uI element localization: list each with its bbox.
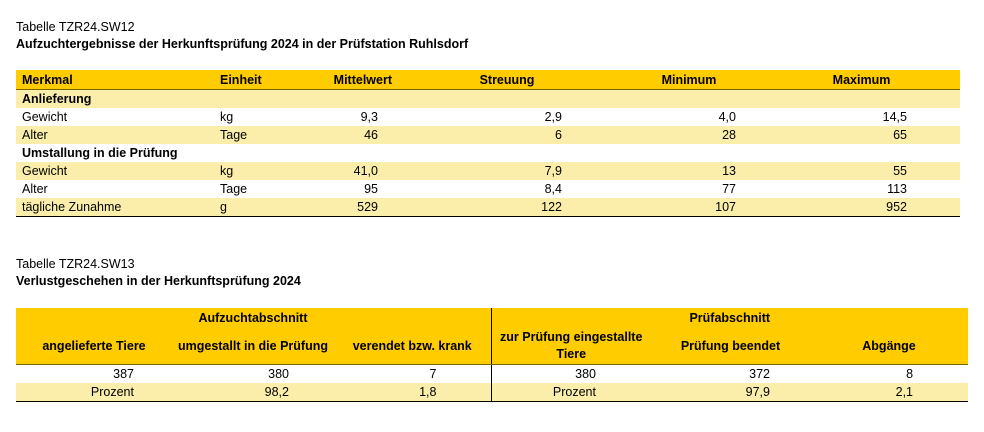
cell-eingestallt: Prozent <box>491 383 651 402</box>
cell-maximum: 14,5 <box>882 110 907 124</box>
cell-streuung: 8,4 <box>544 182 562 196</box>
cell-mittelwert: 41,0 <box>314 162 392 180</box>
cell-merkmal: Gewicht <box>16 162 214 180</box>
cell-minimum: 13 <box>562 162 736 180</box>
cell-verendet: 7 <box>334 364 492 383</box>
table1-section-row: Anlieferung <box>16 89 960 108</box>
col-verendet: verendet bzw. krank <box>334 328 492 365</box>
table-aufzuchtergebnisse: Merkmal Einheit Mittelwert Streuung Mini… <box>16 70 960 217</box>
table-row: Prozent 98,2 1,8 Prozent 97,9 2,1 <box>16 383 969 402</box>
cell-minimum: 28 <box>562 126 736 144</box>
col-streuung: Streuung <box>392 70 562 90</box>
cell-mittelwert: 46 <box>314 126 392 144</box>
cell-abgaenge: 8 <box>906 367 914 381</box>
cell-einheit: Tage <box>220 182 248 196</box>
cell-streuung: 122 <box>392 198 562 217</box>
cell-einheit: Tage <box>214 126 314 144</box>
cell-merkmal: tägliche Zunahme <box>16 198 214 217</box>
col-minimum: Minimum <box>562 70 736 90</box>
cell-minimum: 4,0 <box>718 110 736 124</box>
table2-title: Verlustgeschehen in der Herkunftsprüfung… <box>16 274 301 288</box>
cell-einheit: g <box>214 198 314 217</box>
table-row: 387 380 7 380 372 8 <box>16 364 968 383</box>
section-title: Umstallung in die Prüfung <box>22 146 178 160</box>
cell-mittelwert: 9,3 <box>360 110 378 124</box>
cell-maximum: 65 <box>736 126 907 144</box>
cell-mittelwert: 95 <box>364 182 378 196</box>
cell-minimum: 77 <box>722 182 736 196</box>
table1-title: Aufzuchtergebnisse der Herkunftsprüfung … <box>16 37 469 51</box>
col-angelieferte: angelieferte Tiere <box>16 328 172 365</box>
table1-caption: Tabelle TZR24.SW12 Aufzuchtergebnisse de… <box>16 19 468 53</box>
col-merkmal: Merkmal <box>16 70 214 90</box>
col-beendet: Prüfung beendet <box>651 328 810 365</box>
cell-angelieferte: 387 <box>113 367 134 381</box>
table1-section-row: Umstallung in die Prüfung <box>16 144 960 162</box>
cell-angelieferte: Prozent <box>16 383 172 402</box>
table-row: tägliche Zunahme g 529 122 107 952 <box>16 198 960 217</box>
table-row: Alter Tage 95 8,4 77 113 <box>16 180 960 198</box>
col-abgaenge: Abgänge <box>810 328 969 365</box>
cell-abgaenge: 2,1 <box>810 383 969 402</box>
cell-streuung: 2,9 <box>544 110 562 124</box>
cell-minimum: 107 <box>562 198 736 217</box>
cell-maximum: 113 <box>887 182 907 196</box>
col-mittelwert: Mittelwert <box>314 70 392 90</box>
group-aufzuchtabschnitt: Aufzuchtabschnitt <box>172 308 334 328</box>
table2-caption: Tabelle TZR24.SW13 Verlustgeschehen in d… <box>16 256 301 290</box>
cell-umgestallt: 380 <box>268 367 289 381</box>
table-row: Alter Tage 46 6 28 65 <box>16 126 960 144</box>
cell-mittelwert: 529 <box>314 198 392 217</box>
cell-merkmal: Gewicht <box>22 110 68 124</box>
col-einheit: Einheit <box>214 70 314 90</box>
table-verlustgeschehen: Aufzuchtabschnitt Prüfabschnitt angelief… <box>16 308 969 402</box>
cell-beendet: 372 <box>749 367 770 381</box>
cell-maximum: 952 <box>736 198 907 217</box>
cell-streuung: 7,9 <box>392 162 562 180</box>
cell-eingestallt: 380 <box>575 367 596 381</box>
cell-beendet: 97,9 <box>651 383 810 402</box>
cell-maximum: 55 <box>736 162 907 180</box>
table2-group-header-row: Aufzuchtabschnitt Prüfabschnitt <box>16 308 969 328</box>
table-row: Gewicht kg 9,3 2,9 4,0 14,5 <box>16 108 960 126</box>
cell-einheit: kg <box>214 162 314 180</box>
cell-merkmal: Alter <box>22 182 48 196</box>
cell-umgestallt: 98,2 <box>172 383 334 402</box>
cell-streuung: 6 <box>392 126 562 144</box>
cell-einheit: kg <box>220 110 234 124</box>
group-pruefabschnitt: Prüfabschnitt <box>491 308 969 328</box>
table2-id: Tabelle TZR24.SW13 <box>16 257 135 271</box>
section-title: Anlieferung <box>16 89 960 108</box>
cell-merkmal: Alter <box>16 126 214 144</box>
col-umgestallt: umgestallt in die Prüfung <box>172 328 334 365</box>
table2-header-row: angelieferte Tiere umgestallt in die Prü… <box>16 328 969 365</box>
cell-verendet: 1,8 <box>334 383 492 402</box>
table1-id: Tabelle TZR24.SW12 <box>16 20 135 34</box>
col-maximum: Maximum <box>736 70 907 90</box>
table1-header-row: Merkmal Einheit Mittelwert Streuung Mini… <box>16 70 960 90</box>
col-eingestallt: zur Prüfung eingestallte Tiere <box>491 328 651 365</box>
table-row: Gewicht kg 41,0 7,9 13 55 <box>16 162 960 180</box>
